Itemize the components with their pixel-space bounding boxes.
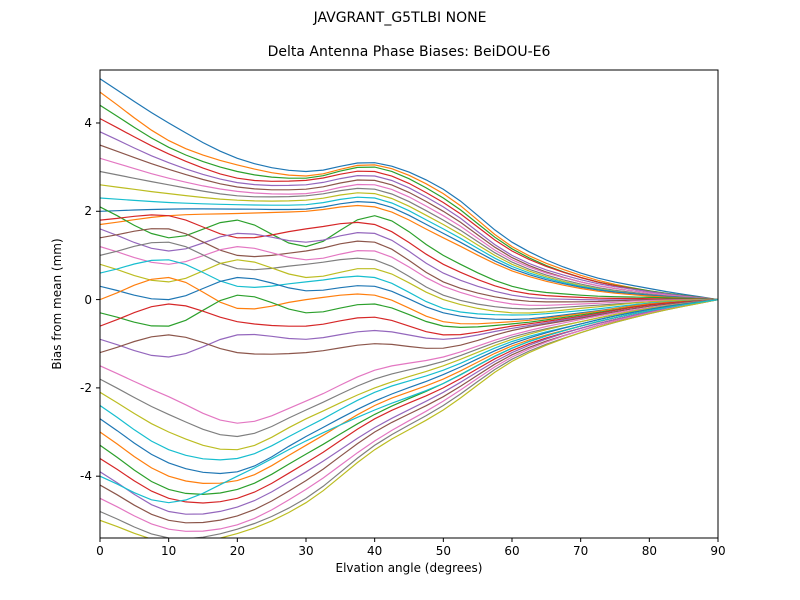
series-line — [100, 299, 718, 485]
series-line — [100, 299, 718, 355]
x-tick-label: 50 — [435, 544, 451, 558]
series-line — [100, 241, 718, 310]
series-line — [100, 259, 718, 314]
series-line — [100, 78, 718, 301]
x-tick-label: 80 — [641, 544, 657, 558]
y-tick-label: 2 — [84, 204, 92, 219]
series-line — [100, 276, 718, 325]
series-line — [100, 299, 718, 424]
figure-title: JAVGRANT_G5TLBI NONE — [313, 10, 487, 26]
series-line — [100, 131, 718, 301]
x-tick-label: 30 — [298, 544, 314, 558]
axes-title: Delta Antenna Phase Biases: BeiDOU-E6 — [267, 44, 551, 60]
y-tick-label: -4 — [80, 469, 92, 484]
series-line — [100, 299, 718, 538]
series-line — [100, 299, 718, 451]
series-line — [100, 206, 718, 301]
series-line — [100, 91, 718, 301]
y-tick-label: -2 — [80, 380, 92, 395]
axes-frame — [99, 69, 719, 539]
x-tick-label: 60 — [504, 544, 520, 558]
series-line — [100, 299, 718, 336]
series-line — [100, 299, 718, 504]
series-line — [100, 170, 718, 301]
series-line — [100, 299, 718, 475]
x-tick-label: 40 — [367, 544, 383, 558]
y-tick-label: 0 — [84, 292, 92, 307]
series-line — [100, 245, 718, 306]
y-axis-label: Bias from mean (mm) — [50, 238, 64, 370]
x-tick-label: 90 — [710, 544, 726, 558]
x-axis-label: Elvation angle (degrees) — [335, 561, 483, 575]
series-line — [100, 228, 718, 303]
series-line — [100, 157, 718, 301]
series-line — [100, 200, 718, 301]
x-tick-label: 70 — [573, 544, 589, 558]
x-tick-label: 10 — [161, 544, 177, 558]
y-tick-label: 4 — [84, 115, 92, 130]
series-line — [100, 299, 718, 515]
x-tick-label: 0 — [96, 544, 104, 558]
series-line — [100, 104, 718, 301]
series-line — [100, 118, 718, 301]
series-line — [100, 299, 718, 524]
series-line — [100, 299, 718, 504]
series-line — [100, 299, 718, 461]
series-line — [100, 204, 718, 301]
x-tick-label: 20 — [229, 544, 245, 558]
series-line — [100, 214, 718, 301]
series-line — [100, 259, 718, 316]
series-line — [100, 299, 718, 532]
series-line — [100, 228, 718, 301]
